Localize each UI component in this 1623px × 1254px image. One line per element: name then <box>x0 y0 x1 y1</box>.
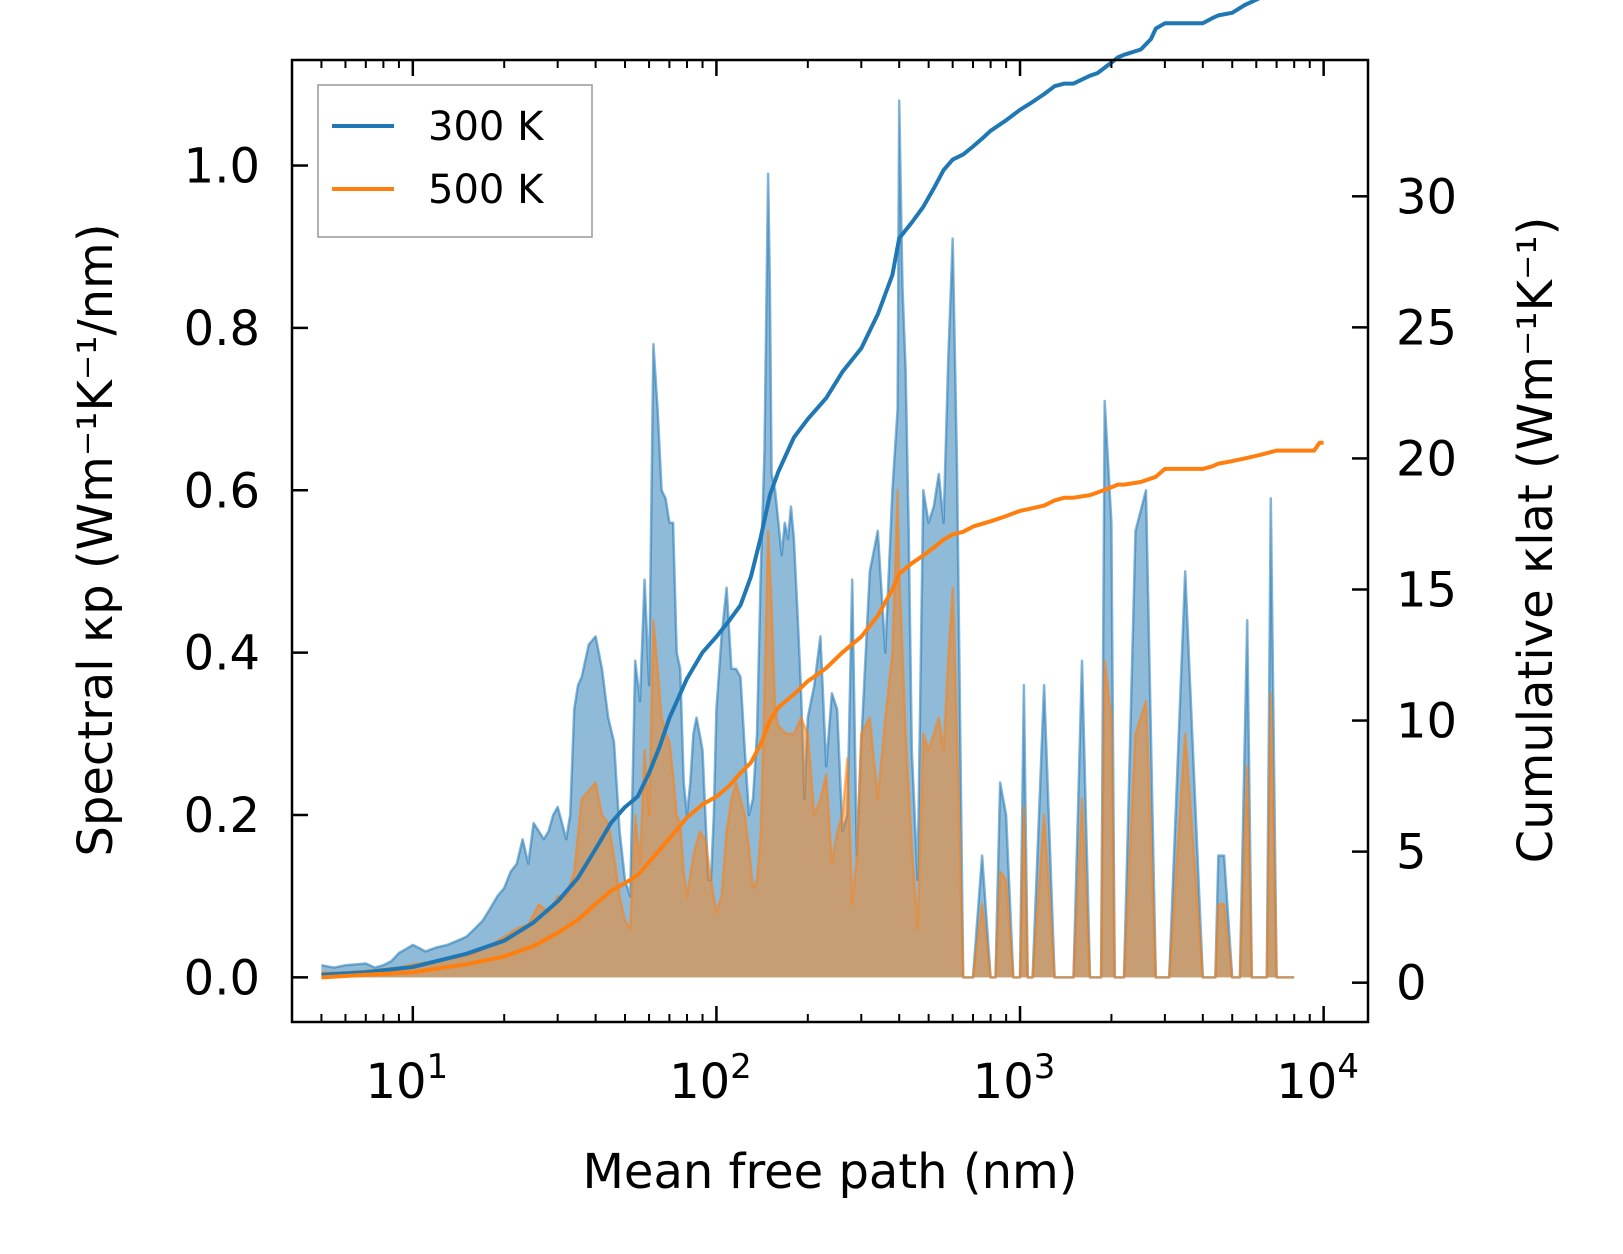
x-axis-title: Mean free path (nm) <box>583 1144 1078 1200</box>
plot-series <box>321 0 1324 980</box>
axis-ticks: 101 102 103 1040.00.20.40.60.81.00510152025… <box>184 60 1457 1110</box>
legend-label-300k: 300 K <box>428 104 545 150</box>
y-left-tick-label: 0.2 <box>184 788 260 844</box>
y-left-tick-label: 1.0 <box>184 139 260 195</box>
cumulative-line-500k <box>321 440 1324 980</box>
y-right-tick-label: 15 <box>1396 562 1457 618</box>
legend: 300 K 500 K <box>317 84 593 238</box>
cumulative-line-300k <box>321 0 1261 977</box>
legend-box <box>317 84 593 238</box>
y-left-tick-label: 0.6 <box>184 463 260 519</box>
y-axis-right-title: Cumulative κlat (Wm⁻¹K⁻¹) <box>1508 217 1564 864</box>
y-right-tick-label: 5 <box>1396 825 1427 881</box>
plot-frame <box>290 58 1370 1024</box>
y-right-tick-label: 0 <box>1396 956 1427 1012</box>
y-right-tick-label: 30 <box>1396 169 1457 225</box>
y-axis-left-title: Spectral κp (Wm⁻¹K⁻¹/nm) <box>68 223 124 856</box>
y-left-tick-label: 0.0 <box>184 950 260 1006</box>
spectral-line-500k <box>321 489 1295 979</box>
y-left-tick-label: 0.4 <box>184 626 260 682</box>
y-right-tick-label: 25 <box>1396 300 1457 356</box>
y-left-tick-label: 0.8 <box>184 301 260 357</box>
y-right-tick-label: 20 <box>1396 431 1457 487</box>
y-right-tick-label: 10 <box>1396 694 1457 750</box>
legend-label-500k: 500 K <box>428 167 545 213</box>
